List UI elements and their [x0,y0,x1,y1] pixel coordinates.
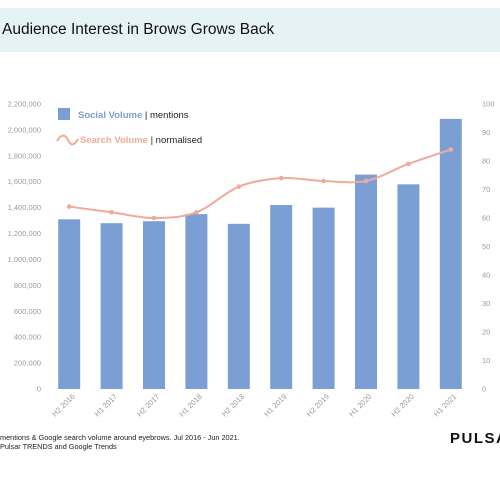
line-series [66,147,454,221]
x-tick-label: H1 2020 [347,392,373,418]
y-right-tick-label: 20 [482,328,490,337]
title-banner: Audience Interest in Brows Grows Back [0,8,500,52]
legend-item-social-volume: Social Volume | mentions [78,110,189,121]
bar [227,223,250,389]
x-tick-label: H2 2017 [135,392,161,418]
y-left-tick-label: 1,200,000 [8,229,41,238]
bar [58,219,81,389]
y-axis-right: 0 10 20 30 40 50 60 70 80 90 100 [482,100,495,394]
y-right-tick-label: 80 [482,157,490,166]
x-tick-label: H2 2016 [50,392,76,418]
bar [312,207,335,389]
line-point [363,178,369,184]
footnote: mentions & Google search volume around e… [0,433,240,451]
line-point [448,147,454,152]
line-point [278,175,284,181]
bar [397,184,420,389]
y-left-tick-label: 400,000 [14,333,41,342]
page-title: Audience Interest in Brows Grows Back [2,21,275,38]
x-tick-label: H1 2021 [432,392,458,418]
bar [100,223,123,389]
y-left-tick-label: 2,200,000 [8,100,41,109]
y-right-tick-label: 30 [482,299,490,308]
bar [143,221,165,389]
y-left-tick-label: 600,000 [14,307,41,316]
y-left-tick-label: 800,000 [14,281,41,290]
legend-square-icon [58,108,70,120]
y-right-tick-label: 50 [482,242,490,251]
bar [270,205,293,389]
x-tick-label: H2 2019 [305,392,331,418]
y-left-tick-label: 1,400,000 [8,203,41,212]
bar [355,174,377,389]
x-tick-label: H2 2020 [389,392,415,418]
line-point [406,161,411,167]
x-tick-label: H1 2018 [177,392,203,418]
line-point [109,210,114,215]
y-left-tick-label: 1,800,000 [8,151,41,160]
bar [439,118,462,389]
search-volume-line [69,148,452,220]
y-left-tick-label: 2,000,000 [8,125,41,134]
y-right-tick-label: 10 [482,356,490,365]
y-right-tick-label: 40 [482,271,490,280]
y-right-tick-label: 90 [482,128,490,137]
footnote-line-1: mentions & Google search volume around e… [0,433,240,442]
bar-series [58,118,462,389]
pulsar-logo: PULSAR [450,430,500,447]
x-tick-label: H1 2017 [93,392,119,418]
y-left-tick-label: 1,600,000 [8,177,41,186]
x-tick-label: H2 2018 [220,392,246,418]
bar [185,214,208,389]
legend-wave-icon [56,134,79,146]
legend-item-search-volume: Search Volume | normalised [80,135,202,146]
line-point [321,178,326,184]
footnote-line-2: Pulsar TRENDS and Google Trends [0,442,117,451]
y-right-tick-label: 100 [482,100,495,109]
x-axis: H2 2016 H1 2017 H2 2017 H1 2018 H2 2018 H1 20… [50,392,458,418]
y-right-tick-label: 70 [482,185,490,194]
y-left-tick-label: 200,000 [14,359,41,368]
line-point [151,215,157,221]
y-axis-left: 0 200,000 400,000 600,000 800,000 1,000,000 1,… [8,100,41,394]
line-point [66,204,72,209]
x-tick-label: H1 2019 [262,392,288,418]
y-left-tick-label: 1,000,000 [8,255,41,264]
line-point [236,184,242,189]
y-right-tick-label: 60 [482,214,490,223]
legend: Social Volume | mentions Search Volume | … [56,108,202,146]
y-right-tick-label: 0 [482,385,486,394]
y-left-tick-label: 0 [37,385,41,394]
line-point [194,210,199,215]
